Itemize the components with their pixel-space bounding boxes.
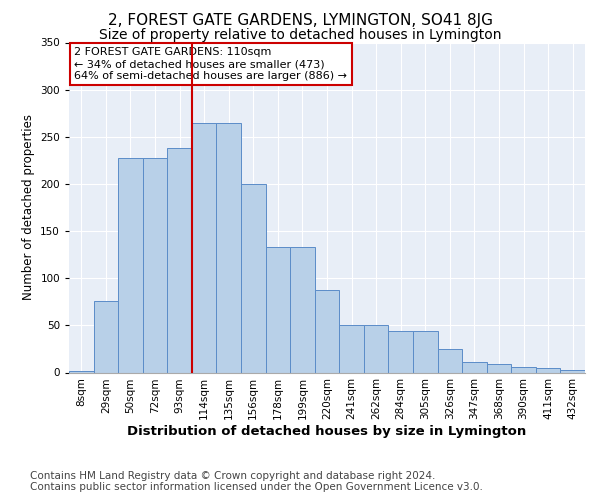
Bar xyxy=(487,364,511,372)
Bar xyxy=(388,331,413,372)
Text: Contains HM Land Registry data © Crown copyright and database right 2024.
Contai: Contains HM Land Registry data © Crown c… xyxy=(30,471,483,492)
Y-axis label: Number of detached properties: Number of detached properties xyxy=(22,114,35,300)
Bar xyxy=(266,247,290,372)
Text: 2 FOREST GATE GARDENS: 110sqm
← 34% of detached houses are smaller (473)
64% of : 2 FOREST GATE GARDENS: 110sqm ← 34% of d… xyxy=(74,48,347,80)
Text: Size of property relative to detached houses in Lymington: Size of property relative to detached ho… xyxy=(99,28,501,42)
Bar xyxy=(118,158,143,372)
Bar xyxy=(217,122,241,372)
Bar xyxy=(462,362,487,372)
Bar xyxy=(339,326,364,372)
Bar xyxy=(69,370,94,372)
Bar xyxy=(241,184,266,372)
Bar xyxy=(413,331,437,372)
Bar xyxy=(315,290,339,372)
Bar xyxy=(364,326,388,372)
Bar xyxy=(560,370,585,372)
Bar xyxy=(143,158,167,372)
Bar xyxy=(167,148,192,372)
Bar xyxy=(290,247,315,372)
Text: 2, FOREST GATE GARDENS, LYMINGTON, SO41 8JG: 2, FOREST GATE GARDENS, LYMINGTON, SO41 … xyxy=(107,12,493,28)
X-axis label: Distribution of detached houses by size in Lymington: Distribution of detached houses by size … xyxy=(127,425,527,438)
Bar xyxy=(192,122,217,372)
Bar xyxy=(536,368,560,372)
Bar xyxy=(437,349,462,372)
Bar xyxy=(94,301,118,372)
Bar xyxy=(511,367,536,372)
